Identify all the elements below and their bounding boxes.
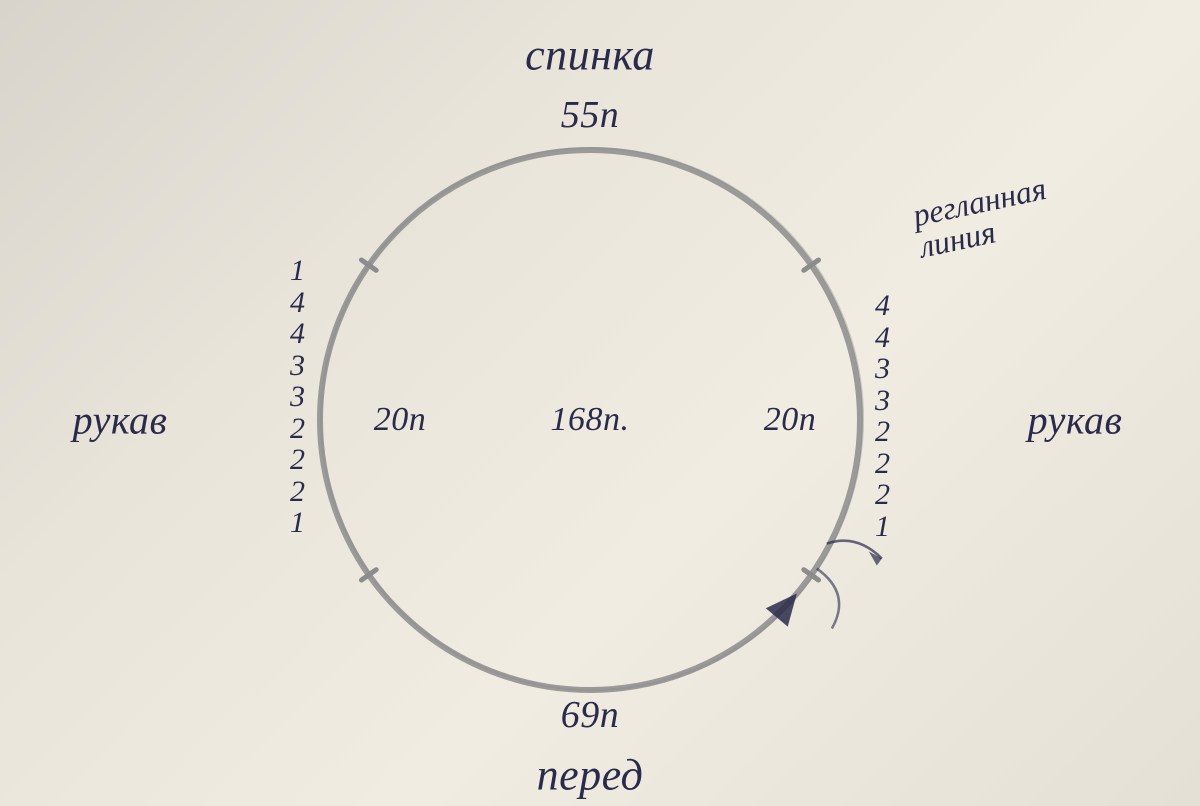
seq-right-item: 3 — [875, 353, 890, 385]
top-title: спинка — [525, 30, 655, 81]
seq-right-item: 2 — [875, 479, 890, 511]
seq-left-item: 1 — [290, 255, 305, 287]
seq-right-item: 3 — [875, 385, 890, 417]
bottom-count: 69п — [561, 693, 620, 737]
raglan-sequence-right: 44332221 — [875, 290, 890, 542]
seq-left-item: 2 — [290, 444, 305, 476]
seq-right-item: 2 — [875, 416, 890, 448]
seq-left-item: 3 — [290, 381, 305, 413]
sleeve-right-count: 20п — [764, 401, 817, 439]
bottom-title: перед — [537, 750, 644, 801]
left-title: рукав — [73, 397, 168, 444]
seq-left-item: 4 — [290, 318, 305, 350]
sleeve-left-count: 20п — [374, 401, 427, 439]
raglan-sequence-left: 144332221 — [290, 255, 305, 539]
seq-right-item: 1 — [875, 511, 890, 543]
seq-right-item: 4 — [875, 322, 890, 354]
right-title: рукав — [1028, 397, 1123, 444]
center-count: 168п. — [551, 401, 630, 439]
seq-right-item: 4 — [875, 290, 890, 322]
seq-right-item: 2 — [875, 448, 890, 480]
seq-left-item: 3 — [290, 350, 305, 382]
seq-left-item: 2 — [290, 413, 305, 445]
seq-left-item: 4 — [290, 287, 305, 319]
seq-left-item: 1 — [290, 507, 305, 539]
seq-left-item: 2 — [290, 476, 305, 508]
diagram-stage: спинка 55п 69п перед рукав рукав 168п. 2… — [0, 0, 1200, 806]
top-count: 55п — [561, 93, 620, 137]
